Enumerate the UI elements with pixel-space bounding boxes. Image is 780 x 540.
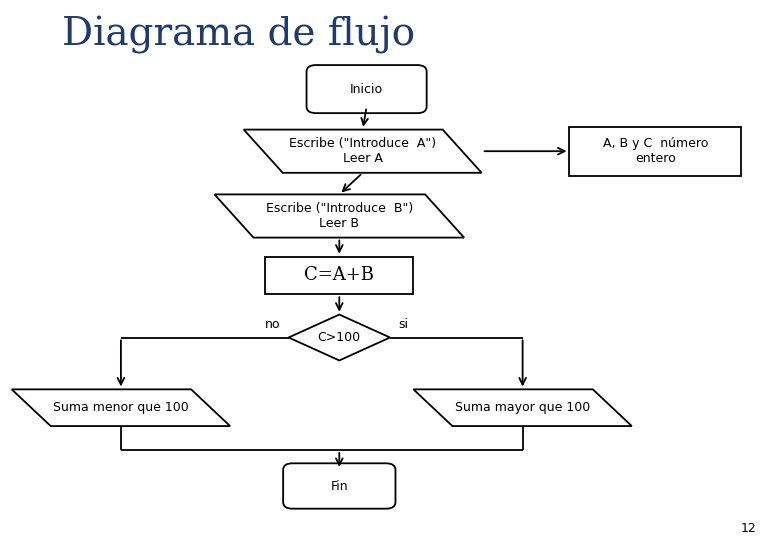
Text: Suma menor que 100: Suma menor que 100 — [53, 401, 189, 414]
Text: si: si — [398, 318, 408, 331]
Polygon shape — [413, 389, 632, 426]
Polygon shape — [289, 314, 390, 361]
Text: C=A+B: C=A+B — [304, 266, 374, 285]
Polygon shape — [215, 194, 464, 238]
Bar — [569, 127, 741, 176]
Text: A, B y C  número
entero: A, B y C número entero — [602, 137, 708, 165]
Text: Inicio: Inicio — [350, 83, 383, 96]
Text: Diagrama de flujo: Diagrama de flujo — [62, 16, 416, 54]
Text: 12: 12 — [741, 522, 757, 535]
Polygon shape — [12, 389, 230, 426]
Text: Escribe ("Introduce  A")
Leer A: Escribe ("Introduce A") Leer A — [289, 137, 436, 165]
Text: C>100: C>100 — [317, 331, 361, 344]
Text: Fin: Fin — [331, 480, 348, 492]
FancyBboxPatch shape — [307, 65, 427, 113]
FancyBboxPatch shape — [283, 463, 395, 509]
Text: Suma mayor que 100: Suma mayor que 100 — [455, 401, 590, 414]
Polygon shape — [243, 130, 482, 173]
Bar — [265, 256, 413, 294]
Text: no: no — [265, 318, 281, 331]
Text: Escribe ("Introduce  B")
Leer B: Escribe ("Introduce B") Leer B — [266, 202, 413, 230]
